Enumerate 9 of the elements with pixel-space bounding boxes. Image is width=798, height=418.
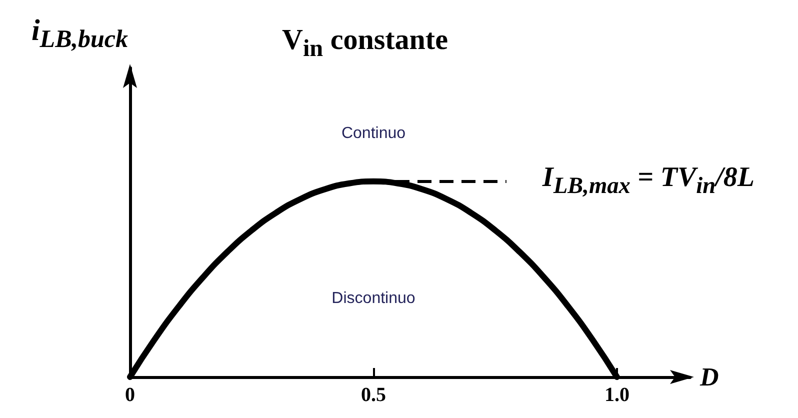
ref-line-label: I$_{LB,max}$ = TV$_{in}$/8L: [542, 162, 755, 200]
text: Continuo: [341, 124, 406, 142]
x-axis-title: D: [699, 362, 719, 392]
y-axis-title: i$_{LB,buck}$: [31, 14, 128, 53]
x-tick-label: 0.5: [360, 384, 386, 406]
chart-title: V$_{in}$ constante: [282, 24, 448, 63]
x-tick-label: 1.0: [604, 384, 630, 406]
annotation: Discontinuo: [332, 290, 416, 307]
x-tick-label: 0: [125, 384, 135, 406]
